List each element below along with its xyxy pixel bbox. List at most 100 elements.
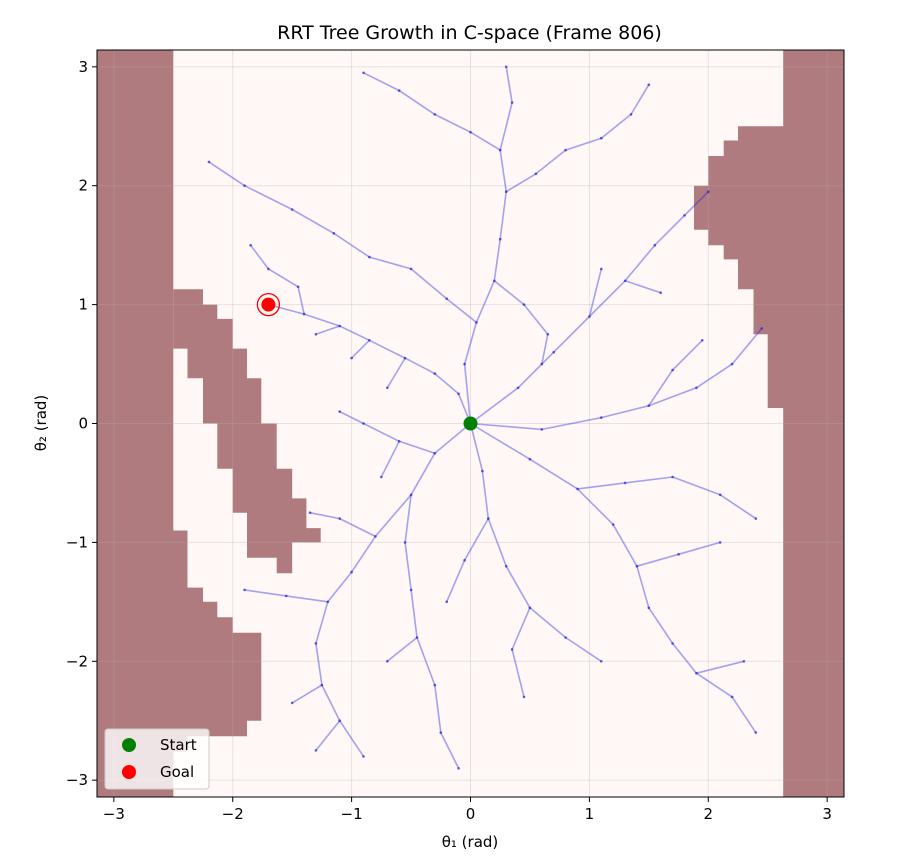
tree-node bbox=[552, 350, 555, 354]
tree-edge bbox=[410, 268, 448, 300]
tree-edge bbox=[654, 214, 686, 246]
tree-edge bbox=[505, 66, 513, 103]
y-tick-label: −3 bbox=[66, 771, 88, 789]
tree-node bbox=[350, 570, 353, 574]
tree-node bbox=[475, 321, 478, 324]
obstacle-right-wall bbox=[694, 50, 844, 797]
tree-edge bbox=[244, 184, 293, 211]
tree-edge bbox=[541, 334, 549, 365]
tree-edge bbox=[541, 416, 602, 431]
obstacle-left-ridge bbox=[173, 289, 321, 574]
tree-edge bbox=[309, 511, 340, 520]
tree-node bbox=[754, 517, 758, 520]
tree-edge bbox=[410, 589, 418, 638]
tree-node bbox=[314, 642, 318, 645]
tree-edge bbox=[529, 458, 578, 490]
tree-edge bbox=[315, 601, 329, 644]
tree-edge bbox=[529, 607, 567, 639]
tree-node bbox=[576, 487, 579, 491]
tree-node bbox=[362, 755, 365, 758]
tree-node bbox=[730, 362, 734, 366]
tree-edge bbox=[588, 268, 603, 317]
tree-edge bbox=[380, 440, 400, 478]
tree-edge bbox=[446, 298, 477, 324]
tree-edge bbox=[249, 244, 270, 270]
tree-node bbox=[415, 636, 419, 639]
tree-node bbox=[498, 237, 502, 241]
tree-edge bbox=[511, 649, 525, 698]
chart-title: RRT Tree Growth in C-space (Frame 806) bbox=[277, 22, 662, 44]
tree-edge bbox=[350, 535, 377, 573]
tree-node bbox=[469, 130, 472, 134]
tree-edge bbox=[630, 84, 650, 115]
tree-node bbox=[718, 493, 722, 497]
tree-edge bbox=[404, 542, 412, 591]
y-ticks: −3 −2 −1 0 1 2 3 bbox=[66, 58, 97, 789]
tree-node bbox=[457, 392, 460, 396]
tree-node bbox=[397, 440, 401, 443]
tree-node bbox=[409, 267, 413, 271]
tree-edge bbox=[731, 696, 757, 734]
tree-node bbox=[338, 324, 342, 328]
tree-node bbox=[659, 291, 662, 295]
tree-edge bbox=[303, 313, 340, 327]
tree-node bbox=[504, 190, 508, 193]
tree-node bbox=[481, 469, 484, 473]
tree-node bbox=[504, 564, 508, 568]
tree-node bbox=[439, 731, 443, 734]
tree-edge bbox=[553, 315, 590, 353]
tree-edge bbox=[463, 322, 478, 365]
tree-node bbox=[433, 683, 437, 687]
tree-node bbox=[707, 190, 710, 193]
tree-node bbox=[760, 327, 764, 330]
tree-edge bbox=[636, 553, 679, 567]
tree-edge bbox=[600, 113, 632, 139]
tree-edge bbox=[333, 232, 370, 258]
tree-node bbox=[510, 648, 514, 651]
tree-node bbox=[433, 113, 437, 116]
tree-edge bbox=[398, 89, 436, 116]
tree-edge bbox=[499, 191, 507, 240]
tree-node bbox=[338, 410, 342, 413]
tree-edge bbox=[648, 387, 697, 407]
tree-node bbox=[362, 422, 365, 425]
tree-edge bbox=[434, 372, 460, 395]
goal-region-circle bbox=[256, 292, 281, 317]
tree-edge bbox=[625, 476, 673, 484]
tree-edge bbox=[601, 404, 649, 419]
tree-edge bbox=[339, 410, 364, 425]
tree-node bbox=[522, 303, 526, 306]
tree-edge bbox=[327, 571, 353, 603]
tree-edge bbox=[719, 494, 757, 520]
tree-node bbox=[308, 511, 312, 514]
tree-node bbox=[742, 660, 746, 663]
tree-node bbox=[653, 243, 657, 247]
tree-node bbox=[564, 148, 567, 152]
tree-node bbox=[754, 731, 758, 734]
tree-edge bbox=[463, 518, 489, 561]
tree-edge bbox=[291, 684, 323, 704]
tree-edge bbox=[404, 357, 436, 375]
tree-edge bbox=[297, 286, 305, 315]
tree-edge bbox=[624, 244, 656, 282]
tree-edge bbox=[493, 239, 501, 281]
start-marker bbox=[463, 416, 478, 431]
y-tick-label: −2 bbox=[66, 652, 88, 670]
tree-node bbox=[540, 362, 544, 366]
tree-node bbox=[350, 356, 353, 360]
tree-node bbox=[600, 267, 603, 271]
tree-node bbox=[683, 214, 686, 217]
tree-node bbox=[647, 404, 651, 408]
legend-start-label: Start bbox=[160, 736, 197, 754]
tree-node bbox=[677, 553, 680, 556]
tree-edge bbox=[404, 494, 412, 543]
tree-node bbox=[320, 683, 324, 687]
tree-edge bbox=[286, 595, 328, 603]
tree-node bbox=[463, 362, 466, 366]
tree-edge bbox=[511, 607, 531, 650]
tree-edge bbox=[321, 684, 341, 722]
tree-node bbox=[647, 606, 651, 610]
tree-edge bbox=[208, 161, 246, 187]
tree-node bbox=[302, 312, 306, 316]
tree-node bbox=[623, 279, 627, 283]
